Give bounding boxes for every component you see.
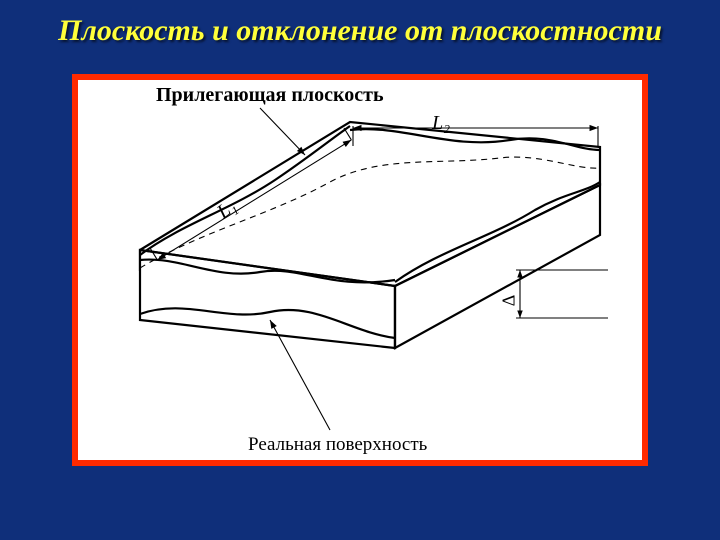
label-l2: L₂ <box>432 112 450 135</box>
slide-title: Плоскость и отклонение от плоскостности <box>0 14 720 48</box>
label-adjacent-plane: Прилегающая плоскость <box>156 84 384 107</box>
diagram-svg <box>92 80 628 460</box>
label-delta: Δ <box>498 295 519 307</box>
label-real-surface: Реальная поверхность <box>248 434 427 456</box>
slide: Плоскость и отклонение от плоскостности … <box>0 0 720 540</box>
diagram-canvas <box>92 80 628 460</box>
